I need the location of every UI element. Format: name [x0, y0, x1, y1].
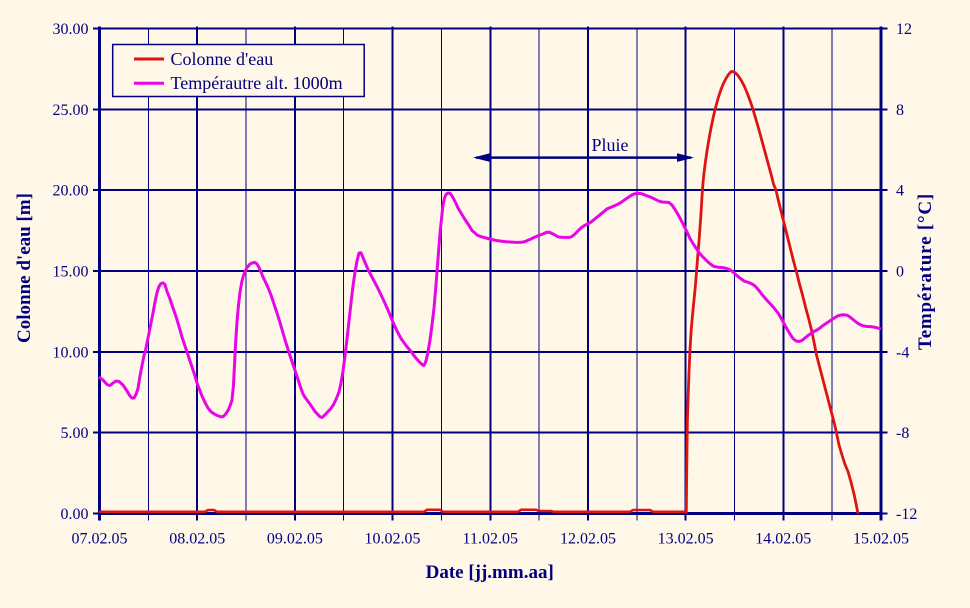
svg-text:Colonne d'eau: Colonne d'eau [171, 49, 274, 69]
svg-text:Température [°C]: Température [°C] [915, 193, 936, 350]
svg-text:0.00: 0.00 [61, 506, 89, 523]
svg-text:12.02.05: 12.02.05 [560, 531, 616, 548]
svg-text:8: 8 [896, 102, 904, 119]
svg-text:13.02.05: 13.02.05 [658, 531, 714, 548]
svg-text:-8: -8 [896, 425, 909, 442]
svg-text:14.02.05: 14.02.05 [755, 531, 811, 548]
svg-text:Pluie: Pluie [591, 135, 628, 155]
svg-text:-12: -12 [896, 506, 917, 523]
svg-text:07.02.05: 07.02.05 [72, 531, 128, 548]
svg-text:25.00: 25.00 [53, 102, 89, 119]
svg-text:15.00: 15.00 [53, 264, 89, 281]
svg-text:15.02.05: 15.02.05 [853, 531, 909, 548]
svg-text:4: 4 [896, 183, 904, 200]
svg-text:0: 0 [896, 264, 904, 281]
svg-text:Date [jj.mm.aa]: Date [jj.mm.aa] [426, 562, 554, 583]
svg-text:12: 12 [896, 21, 912, 38]
svg-text:30.00: 30.00 [53, 21, 89, 38]
svg-text:10.02.05: 10.02.05 [365, 531, 421, 548]
svg-text:Colonne d'eau [m]: Colonne d'eau [m] [14, 193, 35, 343]
svg-text:10.00: 10.00 [53, 344, 89, 361]
svg-text:20.00: 20.00 [53, 183, 89, 200]
svg-text:09.02.05: 09.02.05 [267, 531, 323, 548]
svg-text:-4: -4 [896, 344, 909, 361]
svg-text:11.02.05: 11.02.05 [463, 531, 518, 548]
svg-text:08.02.05: 08.02.05 [169, 531, 225, 548]
svg-text:Tempérautre alt. 1000m: Tempérautre alt. 1000m [171, 73, 343, 93]
svg-text:5.00: 5.00 [61, 425, 89, 442]
